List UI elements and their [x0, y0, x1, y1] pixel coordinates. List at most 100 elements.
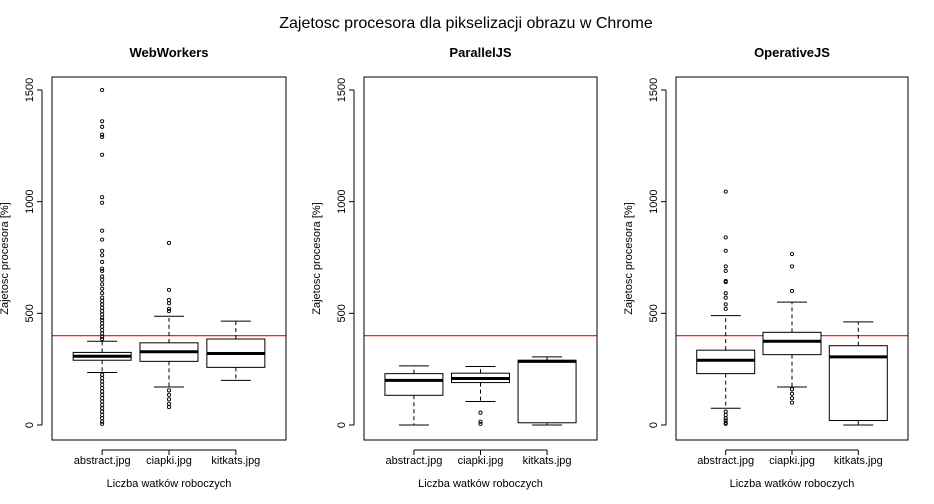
panel-paralleljs: ParallelJS 0 500 1000 1500 Zajetosc procesora…: [311, 45, 598, 490]
outlier-point: [100, 376, 105, 381]
outlier-point: [166, 301, 172, 306]
outlier-point: [789, 252, 795, 257]
panel-title: ParallelJS: [449, 45, 511, 60]
outlier-point: [723, 189, 728, 194]
panel-operativejs: OperativeJS 0 500 1000 1500 Zajetosc procesor…: [623, 45, 909, 490]
y-axis-label: Zajetosc procesora [%]: [623, 202, 635, 315]
outlier-point: [100, 134, 105, 139]
outlier-point: [100, 328, 105, 333]
x-tick-label: abstract.jpg: [385, 455, 442, 467]
outlier-point: [100, 309, 105, 314]
y-tick-label: 1000: [648, 189, 660, 213]
y-tick-label: 1500: [648, 78, 660, 102]
y-tick-label: 500: [648, 304, 660, 322]
box-ciapki: [451, 365, 510, 426]
outlier-point: [100, 295, 105, 300]
outlier-point: [789, 400, 795, 405]
y-tick-label: 1500: [24, 78, 36, 102]
y-tick-label: 0: [24, 422, 36, 428]
outlier-point: [100, 392, 105, 397]
y-tick-label: 500: [24, 304, 36, 322]
figure-title: Zajetosc procesora dla pikselizacji obra…: [279, 15, 653, 32]
x-tick-label: kitkats.jpg: [523, 455, 572, 467]
outlier-point: [723, 409, 728, 414]
outlier-point: [100, 298, 105, 304]
outlier-point: [723, 416, 728, 421]
outlier-point: [100, 406, 105, 411]
outlier-point: [723, 302, 728, 307]
outlier-point: [166, 401, 172, 406]
outlier-point: [100, 132, 105, 137]
plot-frame: [675, 76, 909, 441]
outlier-point: [100, 419, 105, 424]
outlier-point: [723, 295, 728, 300]
y-tick-label: 0: [648, 422, 660, 428]
outlier-point: [100, 253, 105, 258]
outlier-point: [166, 240, 172, 246]
outlier-point: [100, 274, 105, 279]
outlier-point: [100, 399, 105, 404]
outlier-point: [100, 228, 105, 233]
outlier-point: [478, 421, 483, 426]
y-tick-label: 0: [336, 422, 348, 428]
outlier-point: [100, 334, 105, 339]
outlier-point: [100, 317, 105, 323]
outlier-point: [723, 235, 728, 240]
outlier-point: [100, 302, 105, 307]
outlier-point: [100, 286, 105, 291]
outlier-point: [166, 306, 172, 311]
outlier-point: [723, 291, 728, 296]
outlier-point: [166, 405, 172, 410]
box-abstract: [72, 87, 132, 426]
y-tick-label: 500: [336, 304, 348, 322]
outlier-point: [100, 379, 105, 384]
box-abstract: [696, 189, 756, 426]
outlier-point: [100, 336, 105, 342]
outlier-point: [100, 312, 105, 317]
outlier-point: [100, 195, 105, 200]
outlier-point: [166, 297, 172, 302]
outlier-point: [100, 248, 105, 253]
outlier-point: [789, 288, 795, 294]
outlier-point: [723, 421, 728, 426]
x-tick-label: abstract.jpg: [74, 455, 131, 467]
y-tick-label: 1500: [336, 78, 348, 102]
outlier-point: [100, 396, 105, 401]
outlier-point: [100, 237, 105, 242]
outlier-point: [166, 287, 172, 292]
box-kitkats: [206, 320, 266, 381]
outlier-point: [100, 389, 105, 394]
x-tick-label: abstract.jpg: [697, 455, 754, 467]
plot-frame: [51, 76, 287, 441]
outlier-point: [100, 266, 105, 271]
interquartile-box: [696, 349, 756, 375]
interquartile-box: [517, 359, 577, 424]
outlier-point: [100, 409, 105, 414]
outlier-point: [100, 382, 105, 387]
x-tick-label: ciapki.jpg: [458, 455, 504, 467]
y-tick-label: 1000: [24, 189, 36, 213]
y-axis-label: Zajetosc procesora [%]: [311, 202, 323, 315]
box-ciapki: [139, 240, 199, 410]
outlier-point: [478, 419, 483, 424]
outlier-point: [100, 421, 105, 426]
box-ciapki: [762, 252, 822, 405]
outlier-point: [100, 321, 105, 326]
outlier-point: [100, 268, 105, 273]
x-axis-label: Liczba watków roboczych: [418, 478, 543, 490]
outlier-point: [166, 392, 172, 397]
outlier-point: [100, 259, 105, 265]
panel-title: WebWorkers: [130, 45, 209, 60]
outlier-point: [723, 248, 728, 253]
outlier-point: [100, 119, 105, 124]
outlier-point: [723, 264, 728, 269]
outlier-point: [723, 268, 728, 273]
x-tick-label: ciapki.jpg: [146, 455, 192, 467]
outlier-point: [789, 391, 795, 396]
panels: WebWorkers 0 500 1000 1500 Zajetosc procesora…: [0, 45, 909, 490]
outlier-point: [100, 315, 105, 320]
y-tick-label: 1000: [336, 189, 348, 213]
outlier-point: [100, 372, 105, 377]
interquartile-box: [384, 373, 444, 396]
x-axis-label: Liczba watków roboczych: [107, 478, 232, 490]
